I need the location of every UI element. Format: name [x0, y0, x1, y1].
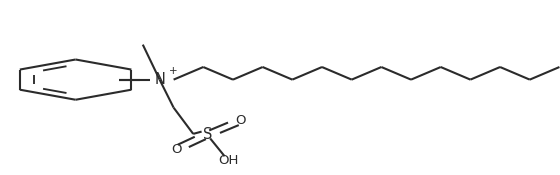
Text: O: O — [236, 114, 246, 127]
Text: N: N — [154, 72, 165, 87]
Text: S: S — [203, 127, 212, 142]
Text: OH: OH — [218, 155, 239, 167]
Text: +: + — [169, 66, 178, 76]
Text: O: O — [171, 143, 181, 156]
